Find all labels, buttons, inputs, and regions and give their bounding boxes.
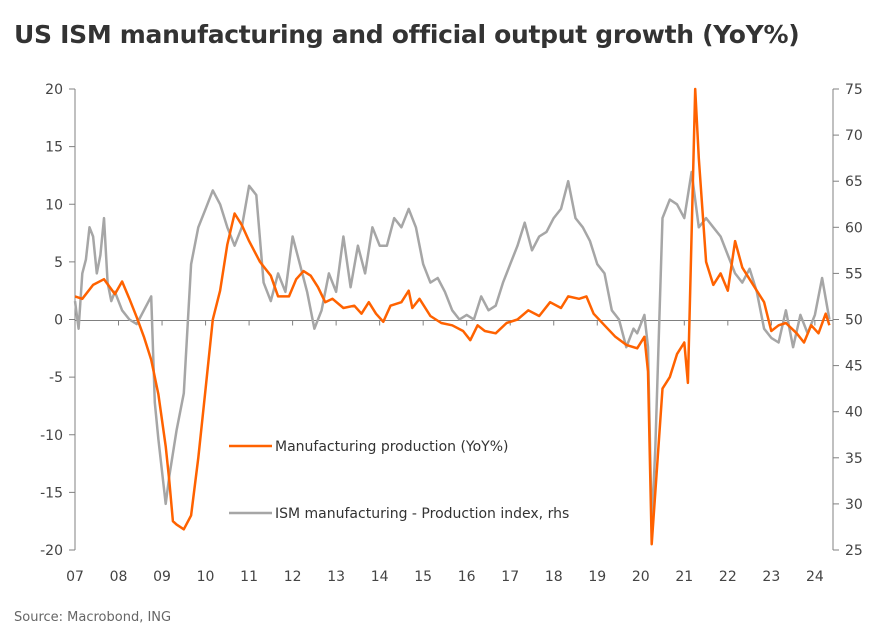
chart-series (73, 87, 831, 546)
x-tick-label: 17 (501, 569, 519, 585)
y-right-tick-label: 75 (845, 82, 863, 98)
y-left-tick-label: -20 (40, 543, 63, 559)
x-tick-label: 10 (197, 569, 215, 585)
chart-legend: Manufacturing production (YoY%) ISM manu… (229, 439, 569, 522)
x-tick-label: 11 (240, 569, 258, 585)
y-right-tick-label: 60 (845, 220, 863, 236)
x-tick-label: 15 (414, 569, 432, 585)
source-note: Source: Macrobond, ING (14, 610, 172, 625)
legend-label-manufacturing: Manufacturing production (YoY%) (275, 439, 509, 455)
x-tick-label: 14 (371, 569, 389, 585)
y-left-tick-label: -5 (49, 370, 63, 386)
x-tick-label: 12 (284, 569, 302, 585)
x-tick-label: 19 (588, 569, 606, 585)
y-left-tick-label: -10 (40, 428, 63, 444)
y-right-tick-label: 45 (845, 359, 863, 375)
y-right-tick-label: 50 (845, 313, 863, 329)
y-left-tick-label: 20 (45, 82, 63, 98)
y-right-tick-label: 25 (845, 543, 863, 559)
x-tick-label: 08 (110, 569, 128, 585)
x-tick-label: 22 (719, 569, 737, 585)
chart-title: US ISM manufacturing and official output… (14, 20, 800, 49)
x-tick-label: 24 (806, 569, 824, 585)
y-right-tick-label: 40 (845, 405, 863, 421)
y-right-tick-label: 35 (845, 451, 863, 467)
x-tick-label: 16 (458, 569, 476, 585)
y-left-tick-label: 10 (45, 197, 63, 213)
x-tick-label: 23 (762, 569, 780, 585)
x-tick-label: 21 (675, 569, 693, 585)
series-line-ism-production (73, 170, 831, 529)
x-tick-label: 13 (327, 569, 345, 585)
x-tick-label: 07 (66, 569, 84, 585)
x-tick-label: 20 (632, 569, 650, 585)
y-left-tick-label: 5 (54, 255, 63, 271)
y-right-tick-label: 30 (845, 497, 863, 513)
y-right-tick-label: 70 (845, 128, 863, 144)
chart-axes: -20 -15 -10 -5 0 5 10 15 20 25 30 35 40 45 50 55 60 65 70 7… (40, 82, 863, 585)
y-left-tick-label: 15 (45, 140, 63, 156)
series-line-manufacturing-production (74, 87, 831, 546)
y-right-tick-label: 65 (845, 174, 863, 190)
x-tick-label: 18 (545, 569, 563, 585)
y-left-tick-label: -15 (40, 485, 63, 501)
y-right-tick-label: 55 (845, 266, 863, 282)
x-tick-label: 09 (153, 569, 171, 585)
legend-label-ism: ISM manufacturing - Production index, rh… (275, 506, 569, 522)
y-left-tick-label: 0 (54, 313, 63, 329)
